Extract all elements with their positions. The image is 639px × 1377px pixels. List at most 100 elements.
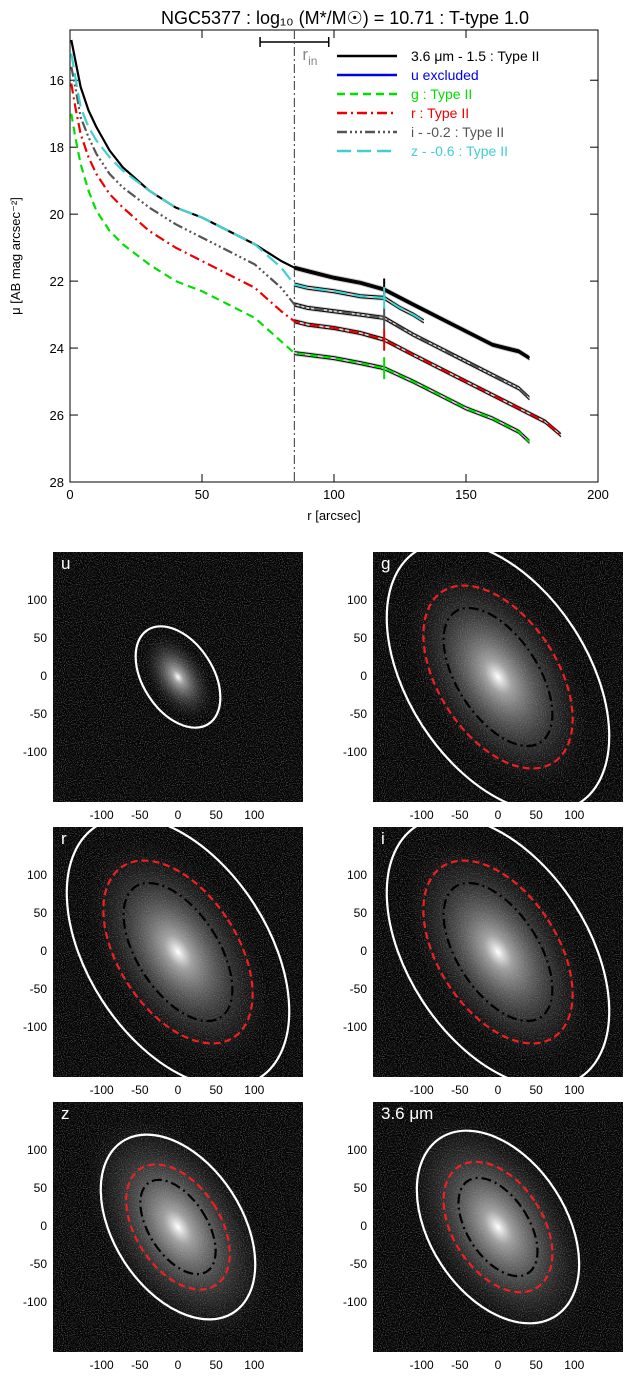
chart-title: NGC5377 : log₁₀ (M*/M☉) = 10.71 : T-type… [161,8,529,28]
y-axis-label: μ [AB mag arcsec⁻²] [8,197,23,315]
panel-x-tick: -50 [451,1358,469,1372]
panel-y-tick: 100 [26,592,47,607]
panel-y-tick: 0 [40,669,47,683]
r-in-label-r: r [302,45,308,64]
galaxy-image [53,1102,303,1352]
panel-y-tick: 100 [26,1142,47,1157]
panel-x-tick: 50 [209,1083,223,1097]
panel-y-tick: -50 [349,707,367,722]
image-panel: u [53,552,303,802]
panel-x-tick: -50 [131,1083,149,1097]
y-tick-label: 22 [50,274,64,289]
series-fit-line [294,265,530,358]
series-fit-line [294,319,562,434]
x-axis-label: r [arcsec] [307,508,360,523]
panel-x-tick: -100 [89,1083,114,1097]
galaxy-glow [86,1114,270,1340]
series-fit-line [294,268,530,361]
panel-x-tick: 0 [174,1358,182,1372]
panel-y-tick: 50 [33,1180,47,1195]
series-fit-line [294,285,425,324]
panel-x-tick: -100 [409,1358,434,1372]
y-axis-ticks: 16 18 20 22 24 26 28 [50,73,598,490]
galaxy-glow [142,633,214,721]
panel-y-tick: 100 [346,1142,367,1157]
panel-x-tick: -50 [131,808,149,822]
outer-ellipse [99,1133,257,1321]
series-fit-line [294,305,530,401]
legend-label: u excluded [411,67,479,83]
panel-y-tick: -50 [349,982,367,997]
x-tick-label: 200 [587,487,609,502]
legend: 3.6 μm - 1.5 : Type II u excluded g : Type… [337,48,539,159]
panel-label: i [381,829,385,848]
series-line [70,83,562,436]
panel-x-tick: 0 [494,808,502,822]
series-error-band [294,318,561,439]
galaxy-image [373,1102,623,1352]
x-axis-ticks: 0 50 100 150 200 [66,30,609,502]
panel-x-tick: 100 [244,1358,265,1372]
galaxy-glow [406,1114,590,1340]
panel-y-tick: 0 [40,944,47,958]
plot-area: 0 50 100 150 200 16 18 20 22 24 26 28 rin 3.6 μm -… [50,29,609,502]
r-in-label-sub: in [308,54,317,68]
legend-label: r : Type II [411,105,469,121]
galaxy-group [385,552,611,802]
legend-label: z - -0.6 : Type II [411,143,508,159]
image-panel: 3.6 μm [373,1102,623,1352]
panel-y-tick: -50 [29,707,47,722]
panel-x-tick: -100 [89,808,114,822]
panel-label: z [61,1104,70,1123]
outer-ellipse [65,827,291,1077]
galaxy-group [385,827,611,1077]
panel-x-tick: 50 [529,1358,543,1372]
r-in-marker: rin [259,30,330,482]
break-ellipse [125,1163,231,1291]
r-in-label: rin [302,45,317,68]
break-ellipse [442,1160,554,1294]
y-tick-label: 24 [50,341,64,356]
panel-y-tick: -50 [349,1257,367,1272]
series-fit-line [294,322,562,437]
image-panel: g [373,552,623,802]
panel-x-tick: -100 [89,1358,114,1372]
outer-ellipse [134,625,222,729]
galaxy-glow [86,839,270,1065]
panel-y-tick: 50 [353,1180,367,1195]
galaxy-glow [406,564,590,790]
series-error-band [294,301,530,402]
y-tick-label: 28 [50,475,64,490]
panel-y-tick: 50 [353,905,367,920]
series-fit-line [294,351,530,441]
panel-y-tick: -100 [22,1020,47,1035]
x-tick-label: 100 [323,487,345,502]
panel-x-tick: 50 [529,1083,543,1097]
panel-x-tick: -50 [451,808,469,822]
x-tick-label: 150 [455,487,477,502]
x-tick-label: 0 [66,487,73,502]
panel-y-tick: 100 [26,867,47,882]
panel-y-tick: 50 [33,905,47,920]
series-fit-line [294,282,425,321]
y-tick-label: 18 [50,140,64,155]
panel-y-tick: 50 [33,630,47,645]
break-ellipse [102,859,254,1045]
galaxy-group [86,1114,270,1340]
panel-label: u [61,554,71,573]
panel-x-tick: -50 [131,1358,149,1372]
panel-x-tick: 0 [174,1083,182,1097]
panel-y-tick: -50 [29,982,47,997]
series-line [70,113,531,443]
panel-y-tick: 100 [346,867,367,882]
panel-x-tick: -100 [409,1083,434,1097]
panel-x-tick: -100 [409,808,434,822]
panel-y-tick: -50 [29,1257,47,1272]
x-tick-label: 50 [195,487,209,502]
panel-y-tick: 0 [40,1219,47,1233]
galaxy-image [53,827,303,1077]
panel-x-tick: 50 [209,808,223,822]
panel-x-tick: 100 [244,808,265,822]
panel-label: g [381,554,391,573]
panel-y-tick: 100 [346,592,367,607]
